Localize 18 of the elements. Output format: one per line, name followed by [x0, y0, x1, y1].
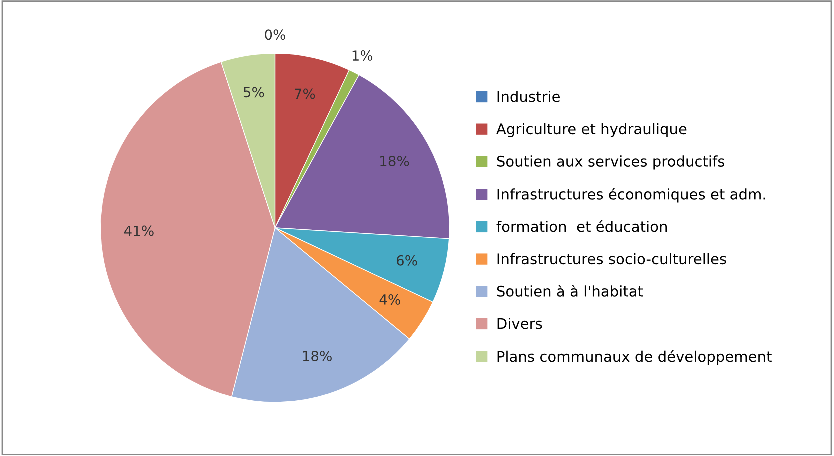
data-label: 6%	[396, 255, 418, 266]
legend-label: Plans communaux de développement	[498, 350, 772, 366]
legend-label: Soutien à à l'habitat	[497, 285, 644, 297]
legend-label: Industrie	[498, 90, 560, 102]
data-label: 7%	[295, 88, 316, 100]
legend-label: Soutien aux services productifs	[497, 156, 725, 170]
data-label: 4%	[380, 294, 400, 305]
legend-label: Infrastructures économiques et adm.	[498, 188, 766, 203]
legend-label: Infrastructures socio-culturelles	[498, 253, 726, 265]
data-label: 5%	[244, 87, 264, 98]
legend-label: Divers	[498, 318, 542, 330]
legend-label: formation et éducation	[496, 220, 668, 232]
data-label: 41%	[124, 226, 154, 236]
data-label: 1%	[352, 50, 373, 62]
legend-label: Agriculture et hydraulique	[496, 123, 687, 138]
data-label: 18%	[303, 350, 332, 362]
text: 0%	[265, 30, 286, 40]
data-label: 18%	[380, 156, 410, 166]
